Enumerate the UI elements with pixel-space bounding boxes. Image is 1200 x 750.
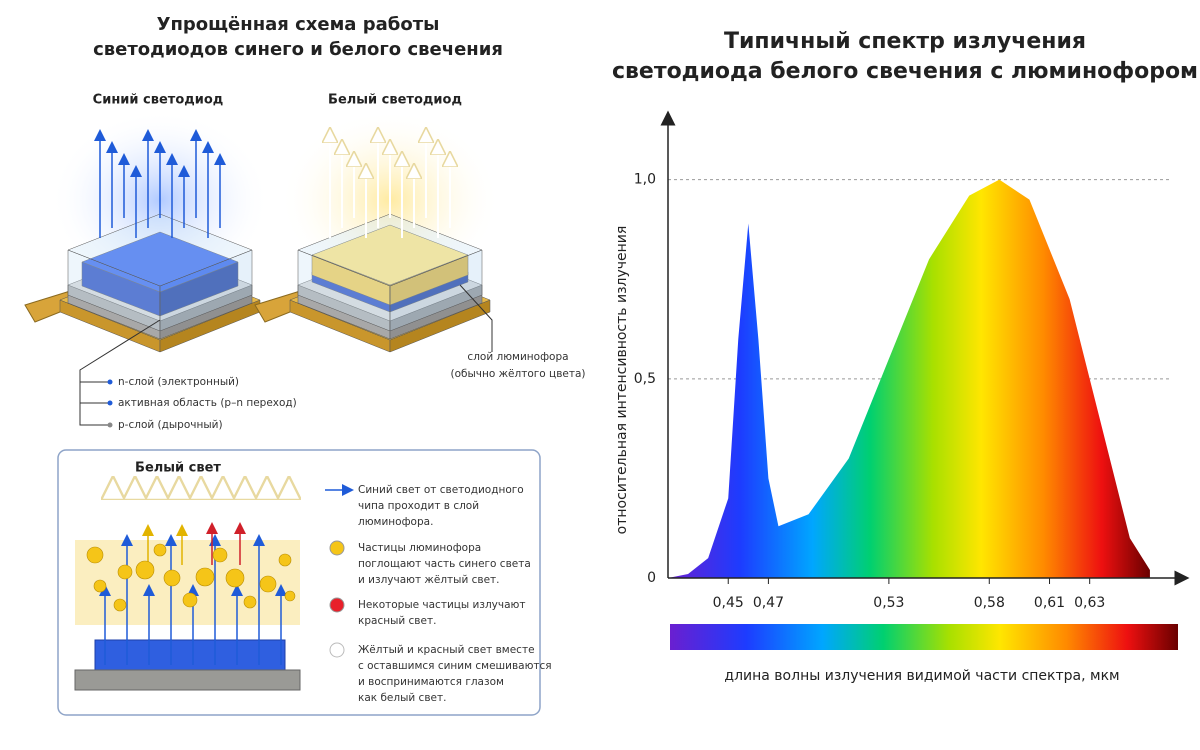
- box-top: [311, 224, 469, 286]
- phosphor-label: (обычно жёлтого цвета): [450, 368, 585, 380]
- legend-text: Некоторые частицы излучают: [358, 599, 525, 611]
- phosphor-particle: [212, 547, 228, 563]
- phosphor-particle: [284, 590, 296, 602]
- box-top: [67, 213, 253, 287]
- spectrum-bar: [670, 624, 1178, 650]
- legend-text: Синий свет от светодиодного: [358, 484, 524, 496]
- x-tick-label: 0,58: [974, 595, 1005, 611]
- legend-text: красный свет.: [358, 615, 436, 627]
- diagram-title: Упрощённая схема работы: [157, 14, 440, 35]
- legend-icon: [329, 597, 345, 613]
- legend-text: поглощают часть синего света: [358, 558, 531, 570]
- legend-text: люминофора.: [358, 516, 433, 528]
- phosphor-particle: [135, 560, 155, 580]
- y-axis-label: относительная интенсивность излучения: [614, 226, 630, 535]
- chart-title: светодиода белого свечения с люминофором: [612, 59, 1198, 84]
- phosphor-particle: [225, 568, 245, 588]
- diagram-title: светодиодов синего и белого свечения: [93, 39, 503, 60]
- phosphor-particle: [113, 598, 127, 612]
- x-tick-label: 0,63: [1074, 595, 1105, 611]
- x-tick-label: 0,45: [713, 595, 744, 611]
- legend-text: и излучают жёлтый свет.: [358, 574, 500, 586]
- dot: [107, 379, 113, 385]
- x-tick-label: 0,53: [873, 595, 904, 611]
- x-tick-label: 0,61: [1034, 595, 1065, 611]
- phosphor-particle: [117, 564, 133, 580]
- phosphor-particle: [243, 595, 257, 609]
- phosphor-particle: [182, 592, 198, 608]
- x-tick-label: 0,47: [753, 595, 784, 611]
- layer-label: n-слой (электронный): [118, 376, 239, 388]
- led-drawings: [24, 135, 491, 353]
- legend-icon: [329, 642, 345, 658]
- y-tick-label: 1,0: [634, 172, 656, 188]
- chip: [94, 639, 286, 671]
- y-tick-label: 0,5: [634, 371, 656, 387]
- legend-text: и воспринимаются глазом: [358, 676, 504, 688]
- layer-label: активная область (p–n переход): [118, 397, 297, 409]
- spectrum-area: [668, 179, 1150, 578]
- dot: [107, 422, 113, 428]
- dot: [107, 400, 113, 406]
- phosphor-particle: [278, 553, 292, 567]
- y-tick-label: 0: [647, 570, 656, 586]
- phosphor-particle: [153, 543, 167, 557]
- led-label: Синий светодиод: [93, 93, 224, 108]
- chart-title: Типичный спектр излучения: [724, 29, 1086, 54]
- legend-text: как белый свет.: [358, 692, 446, 704]
- box-top: [81, 231, 239, 293]
- legend-text: с оставшимся синим смешиваются: [358, 660, 552, 672]
- x-axis-label: длина волны излучения видимой части спек…: [724, 668, 1119, 684]
- layer-label: p-слой (дырочный): [118, 419, 223, 431]
- chart: 0 0,5 1,0 0,45 0,47 0,53 0,58 0,61 0,63: [634, 110, 1190, 611]
- phosphor-particle: [93, 579, 107, 593]
- box-title: Белый свет: [135, 461, 221, 476]
- phosphor-label: слой люминофора: [467, 351, 568, 363]
- phosphor-particle: [163, 569, 181, 587]
- legend-text: Частицы люминофора: [358, 542, 481, 554]
- base: [74, 669, 301, 691]
- legend-icon: [329, 540, 345, 556]
- box-top: [297, 213, 483, 287]
- phosphor-particle: [86, 546, 104, 564]
- phosphor-particle: [259, 575, 277, 593]
- led-label: Белый светодиод: [328, 93, 462, 108]
- legend: Синий свет от светодиодного чипа проходит…: [325, 484, 552, 704]
- phosphor-particle: [195, 567, 215, 587]
- legend-text: Жёлтый и красный свет вместе: [358, 644, 535, 656]
- legend-text: чипа проходит в слой: [358, 500, 479, 512]
- particle-scene: [86, 488, 296, 665]
- leader-lines: [79, 284, 493, 426]
